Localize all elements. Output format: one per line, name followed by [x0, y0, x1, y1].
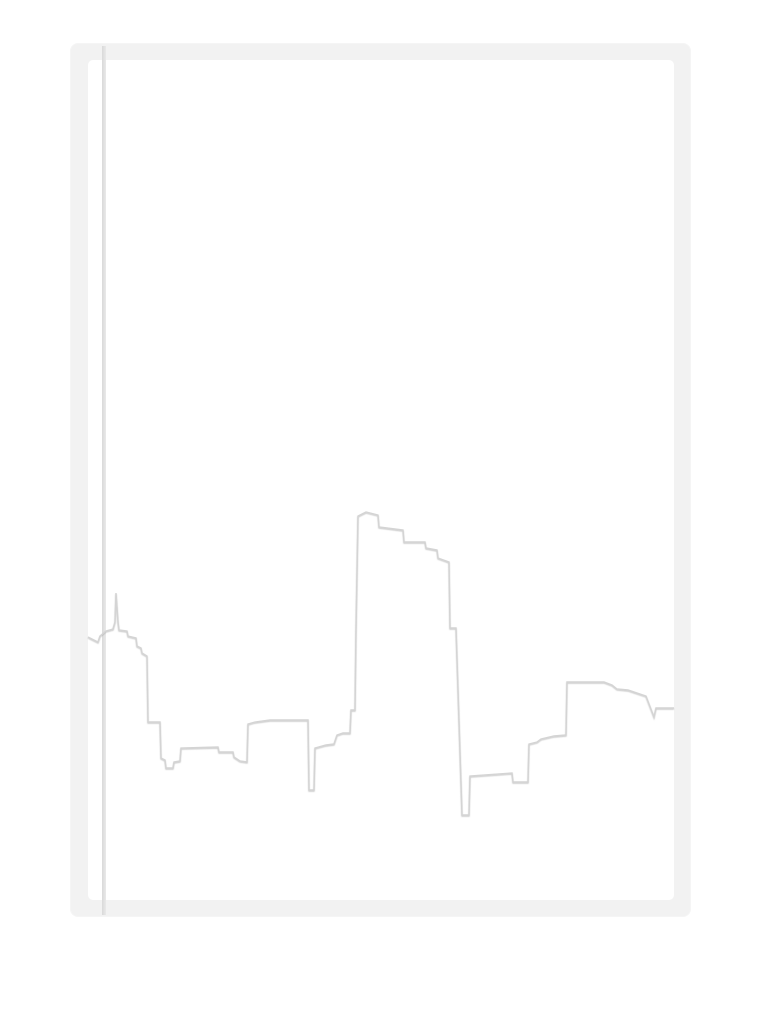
book-cover-page	[88, 60, 674, 900]
book-spine	[102, 46, 106, 915]
book-cover-frame	[71, 44, 690, 916]
